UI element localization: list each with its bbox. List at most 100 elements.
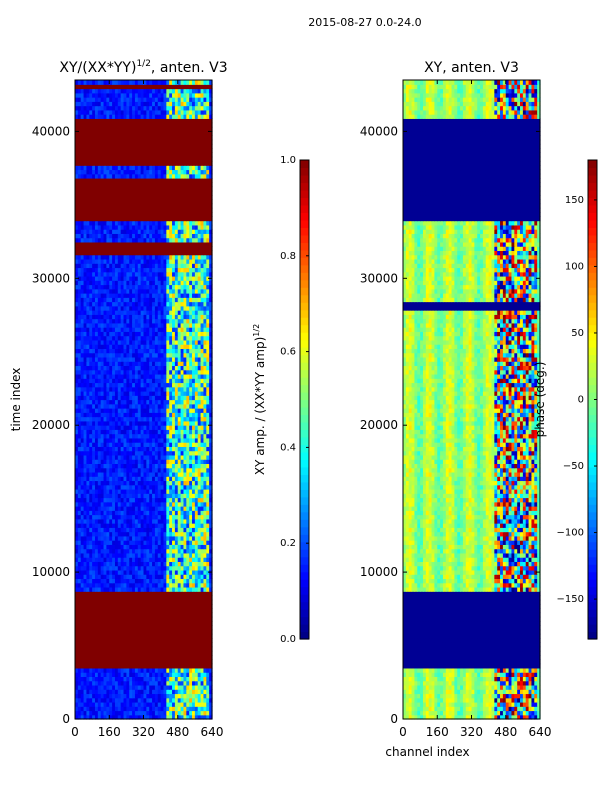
heatmap-cell: [134, 646, 139, 652]
heatmap-cell: [163, 523, 167, 528]
heatmap-cell: [129, 552, 133, 558]
heatmap-cell: [194, 586, 199, 592]
heatmap-cell: [103, 523, 107, 528]
heatmap-cell: [97, 663, 102, 669]
heatmap-cell: [143, 578, 147, 584]
heatmap-cell: [154, 633, 159, 639]
heatmap-cell: [194, 663, 199, 669]
heatmap-cell: [157, 540, 162, 545]
heatmap-cell: [163, 518, 167, 524]
heatmap-cell: [112, 599, 116, 605]
heatmap-cell: [120, 544, 125, 550]
heatmap-cell: [134, 629, 139, 635]
heatmap-cell: [114, 667, 119, 673]
heatmap-cell: [174, 514, 179, 520]
heatmap-cell: [132, 595, 136, 601]
heatmap-cell: [100, 655, 105, 660]
heatmap-cell: [152, 608, 156, 614]
heatmap-cell: [140, 595, 145, 601]
heatmap-cell: [92, 612, 96, 618]
heatmap-cell: [160, 561, 165, 567]
heatmap-cell: [172, 548, 176, 554]
heatmap-cell: [194, 603, 199, 609]
heatmap-cell: [109, 608, 113, 614]
heatmap-cell: [126, 544, 130, 550]
heatmap-cell: [80, 565, 85, 571]
heatmap-cell: [194, 697, 199, 703]
heatmap-cell: [172, 557, 176, 562]
heatmap-cell: [137, 706, 142, 712]
heatmap-cell: [75, 518, 79, 524]
heatmap-cell: [112, 582, 116, 588]
heatmap-cell: [166, 659, 170, 665]
heatmap-cell: [140, 650, 145, 656]
heatmap-cell: [137, 714, 142, 720]
heatmap-cell: [109, 701, 113, 707]
heatmap-cell: [143, 616, 147, 622]
heatmap-cell: [192, 684, 196, 690]
heatmap-cell: [152, 638, 156, 643]
heatmap-cell: [146, 569, 150, 575]
heatmap-cell: [200, 697, 205, 703]
heatmap-cell: [97, 638, 102, 643]
heatmap-cell: [194, 531, 199, 537]
heatmap-cell: [123, 714, 127, 720]
heatmap-cell: [137, 710, 142, 716]
heatmap-cell: [160, 621, 165, 626]
heatmap-cell: [149, 655, 153, 660]
heatmap-cell: [109, 642, 113, 648]
heatmap-cell: [126, 646, 130, 652]
heatmap-cell: [80, 710, 85, 716]
heatmap-cell: [94, 663, 99, 669]
heatmap-cell: [137, 655, 142, 660]
heatmap-cell: [126, 689, 130, 695]
heatmap-cell: [163, 599, 167, 605]
heatmap-cell: [80, 680, 85, 686]
heatmap-cell: [100, 706, 105, 712]
heatmap-cell: [180, 608, 185, 614]
heatmap-cell: [77, 599, 82, 605]
heatmap-cell: [123, 582, 127, 588]
heatmap-cell: [194, 667, 199, 673]
heatmap-cell: [157, 552, 162, 558]
heatmap-cell: [174, 701, 179, 707]
heatmap-cell: [166, 552, 170, 558]
heatmap-cell: [86, 574, 90, 580]
heatmap-cell: [177, 646, 182, 652]
heatmap-cell: [183, 706, 187, 712]
heatmap-cell: [160, 565, 165, 571]
heatmap-cell: [117, 586, 122, 592]
heatmap-cell: [160, 697, 165, 703]
heatmap-cell: [163, 531, 167, 537]
heatmap-cell: [92, 591, 96, 597]
heatmap-cell: [174, 574, 179, 580]
heatmap-cell: [152, 561, 156, 567]
heatmap-cell: [106, 693, 110, 699]
heatmap-cell: [169, 684, 173, 690]
heatmap-cell: [166, 531, 170, 537]
heatmap-cell: [157, 599, 162, 605]
heatmap-cell: [92, 650, 96, 656]
heatmap-cell: [203, 535, 207, 541]
heatmap-cell: [149, 527, 153, 533]
heatmap-cell: [77, 676, 82, 682]
heatmap-cell: [134, 625, 139, 631]
heatmap-cell: [114, 714, 119, 720]
heatmap-cell: [186, 523, 190, 528]
heatmap-cell: [117, 569, 122, 575]
heatmap-cell: [109, 582, 113, 588]
heatmap-cell: [86, 680, 90, 686]
heatmap-cell: [140, 612, 145, 618]
heatmap-cell: [112, 531, 116, 537]
heatmap-cell: [83, 672, 88, 677]
heatmap-cell: [103, 697, 107, 703]
heatmap-cell: [209, 689, 213, 695]
heatmap-cell: [80, 706, 85, 712]
heatmap-cell: [177, 697, 182, 703]
heatmap-cell: [77, 697, 82, 703]
heatmap-cell: [83, 629, 88, 635]
heatmap-cell: [206, 672, 210, 677]
heatmap-cell: [94, 621, 99, 626]
heatmap-cell: [114, 552, 119, 558]
heatmap-cell: [174, 518, 179, 524]
